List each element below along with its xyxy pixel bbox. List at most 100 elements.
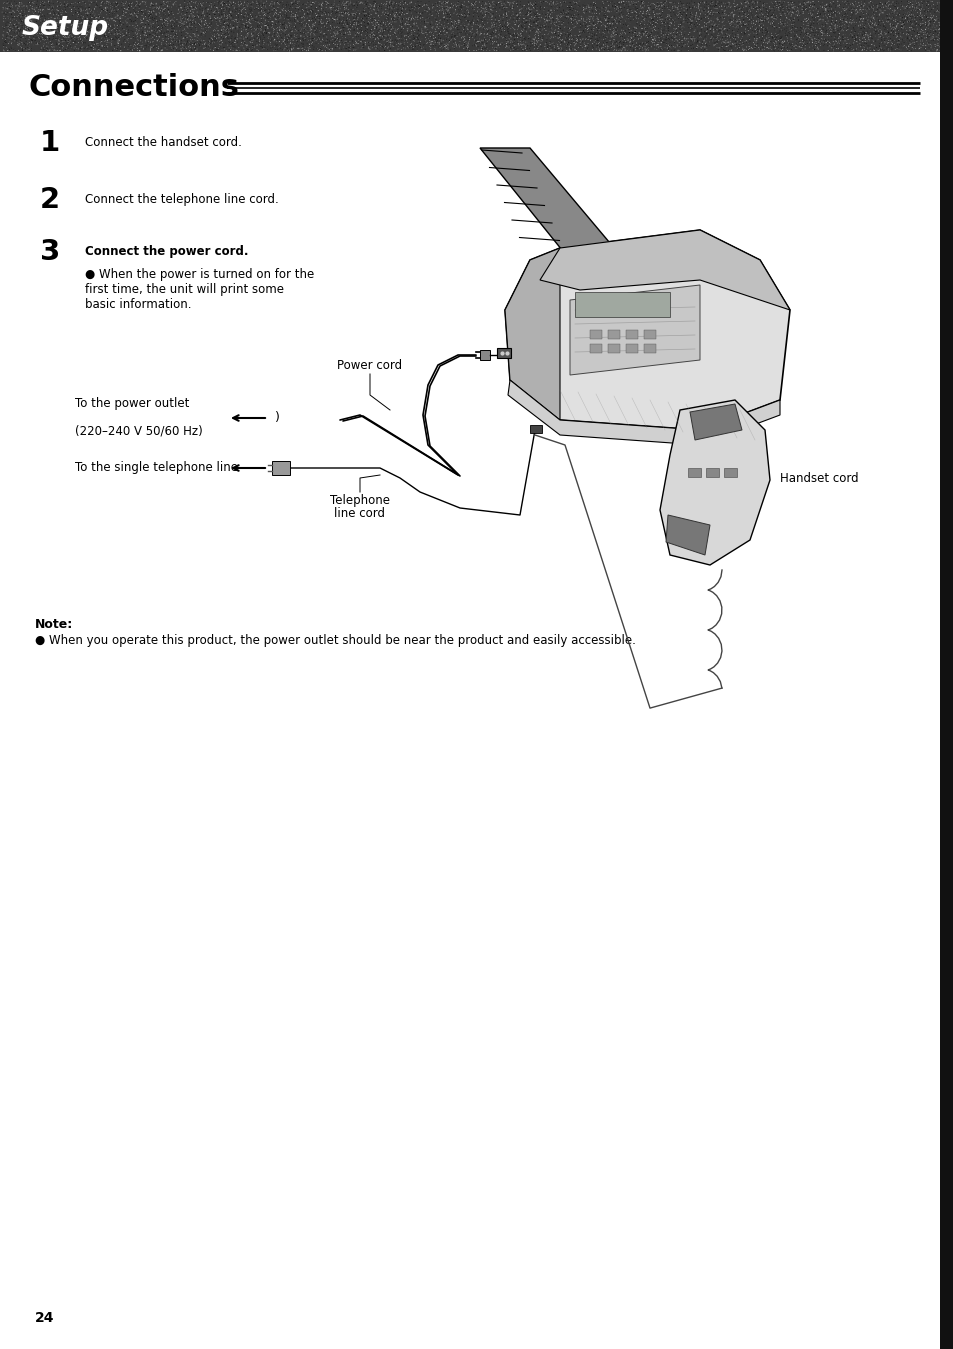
Point — [459, 16, 475, 38]
Point — [169, 23, 184, 45]
Point — [50, 0, 65, 15]
Point — [382, 32, 397, 54]
Point — [265, 13, 280, 35]
Point — [929, 27, 944, 49]
Point — [393, 20, 408, 42]
Point — [477, 0, 493, 13]
Point — [120, 28, 135, 50]
Point — [679, 0, 695, 13]
Point — [238, 16, 253, 38]
Point — [305, 30, 320, 51]
Point — [104, 26, 119, 47]
Point — [586, 0, 601, 15]
Point — [330, 23, 345, 45]
Point — [550, 27, 565, 49]
Point — [903, 28, 919, 50]
Point — [848, 27, 863, 49]
Point — [775, 0, 790, 19]
Point — [112, 23, 127, 45]
Point — [659, 4, 674, 26]
Point — [881, 0, 896, 16]
Point — [267, 28, 282, 50]
Point — [262, 1, 277, 23]
Point — [213, 0, 229, 13]
Point — [749, 0, 764, 12]
Point — [529, 19, 544, 40]
Point — [255, 0, 271, 18]
Point — [827, 12, 842, 34]
Point — [125, 15, 140, 36]
Point — [69, 16, 84, 38]
Point — [293, 26, 308, 47]
Point — [618, 5, 634, 27]
Point — [838, 20, 853, 42]
Point — [53, 16, 69, 38]
Point — [688, 1, 703, 23]
Point — [498, 32, 514, 54]
Point — [504, 16, 519, 38]
Point — [720, 0, 735, 16]
Point — [476, 30, 492, 51]
Point — [814, 11, 829, 32]
Point — [392, 7, 407, 28]
Point — [194, 7, 210, 28]
Point — [770, 22, 785, 43]
Point — [250, 18, 265, 39]
Point — [306, 0, 321, 13]
Point — [517, 0, 533, 18]
Point — [701, 4, 717, 26]
Point — [278, 0, 294, 16]
Point — [184, 5, 199, 27]
Point — [865, 31, 881, 53]
Point — [800, 12, 815, 34]
Point — [586, 24, 601, 46]
Point — [45, 40, 60, 62]
Point — [435, 38, 450, 59]
Point — [406, 24, 421, 46]
Point — [185, 32, 200, 54]
Point — [88, 8, 103, 30]
Point — [598, 22, 613, 43]
Point — [254, 0, 270, 15]
Point — [655, 31, 670, 53]
Point — [801, 3, 816, 24]
Point — [824, 13, 840, 35]
Point — [928, 34, 943, 55]
Point — [520, 0, 536, 13]
Point — [480, 0, 496, 12]
Point — [448, 11, 463, 32]
Point — [863, 34, 879, 55]
Point — [344, 27, 359, 49]
Point — [173, 39, 189, 61]
Point — [657, 16, 672, 38]
Point — [232, 0, 247, 16]
Point — [590, 7, 605, 28]
Point — [33, 23, 49, 45]
Point — [335, 18, 350, 39]
Point — [827, 5, 842, 27]
Point — [20, 4, 35, 26]
Point — [317, 30, 333, 51]
Point — [267, 0, 282, 20]
Point — [527, 27, 542, 49]
Point — [394, 19, 409, 40]
Point — [517, 34, 532, 55]
Point — [907, 24, 923, 46]
Point — [403, 36, 418, 58]
Point — [614, 26, 629, 47]
Point — [239, 3, 254, 24]
Point — [608, 0, 623, 20]
Point — [777, 3, 792, 24]
Point — [611, 0, 626, 19]
Point — [918, 0, 933, 22]
Point — [16, 0, 31, 22]
Point — [378, 0, 394, 18]
Point — [200, 34, 215, 55]
Point — [729, 39, 744, 61]
Point — [84, 7, 99, 28]
Point — [719, 24, 734, 46]
Point — [719, 34, 734, 55]
Point — [99, 0, 114, 16]
Point — [750, 11, 765, 32]
Point — [906, 26, 922, 47]
